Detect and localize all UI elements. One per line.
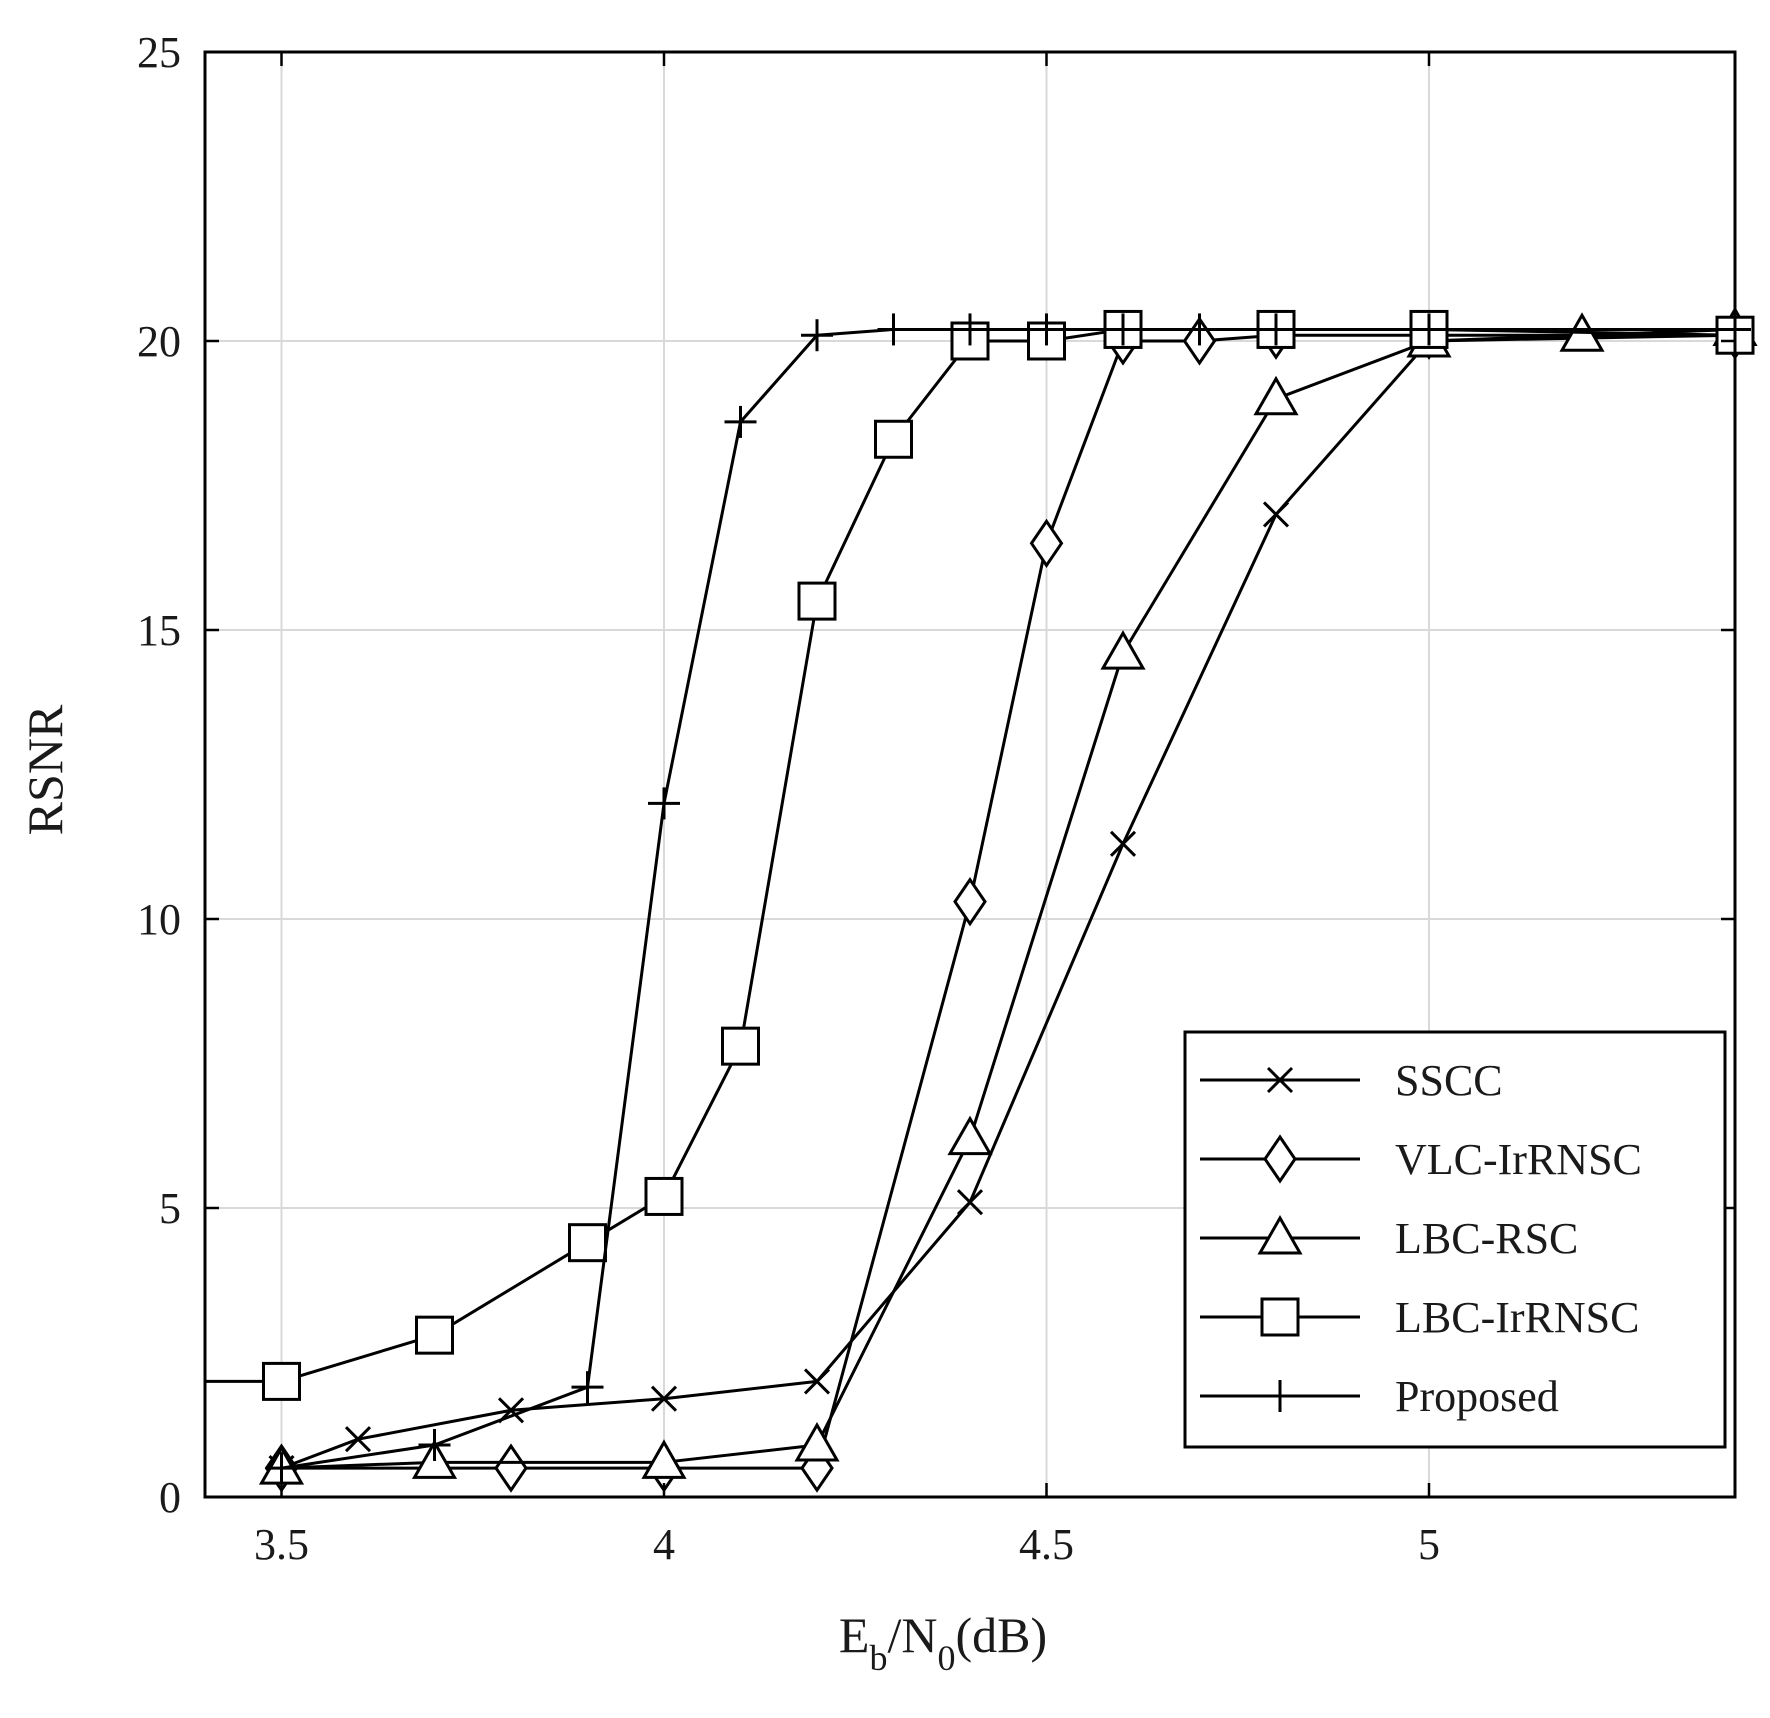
data-point-sscc xyxy=(1262,501,1290,528)
legend-marker-sscc xyxy=(1266,1066,1294,1094)
x-axis-title: Eb/N0(dB) xyxy=(839,1607,1047,1678)
legend-label-sscc: SSCC xyxy=(1395,1056,1503,1105)
data-point-sscc xyxy=(344,1426,372,1453)
legend-marker-lbc-irrnsc xyxy=(1260,1297,1300,1337)
data-point-proposed xyxy=(571,1371,604,1404)
data-point-proposed xyxy=(1183,313,1216,346)
x-marker-stroke xyxy=(344,1426,372,1453)
data-point-sscc xyxy=(650,1385,678,1412)
plot-frame xyxy=(203,50,1737,1499)
data-point-lbc-rsc xyxy=(794,1421,840,1462)
legend-items: SSCC VLC-IrRNSC LBC-RSC LBC-IrRNSC Proposed xyxy=(1200,1056,1642,1421)
data-point-lbc-irrnsc xyxy=(874,419,913,459)
legend-label-lbc-irrnsc: LBC-IrRNSC xyxy=(1395,1293,1639,1342)
series-proposed xyxy=(265,313,1751,1485)
legend-item-proposed: Proposed xyxy=(1200,1372,1559,1421)
x-tick-label: 3.5 xyxy=(254,1520,309,1569)
legend-item-vlc-irrnsc: VLC-IrRNSC xyxy=(1200,1134,1642,1184)
y-tick-label: 5 xyxy=(159,1184,181,1233)
x-tick-label: 4 xyxy=(653,1520,675,1569)
x-axis-title-tail: (dB) xyxy=(955,1607,1047,1663)
data-point-lbc-rsc xyxy=(947,1115,993,1156)
data-point-proposed xyxy=(877,313,910,346)
data-point-lbc-rsc xyxy=(1253,375,1299,416)
legend-marker-vlc-irrnsc xyxy=(1263,1134,1297,1184)
data-point-proposed xyxy=(1030,313,1063,346)
data-point-proposed xyxy=(418,1428,451,1461)
y-tick-label: 15 xyxy=(137,606,181,655)
series-line-lbc-rsc xyxy=(281,327,1736,1470)
axes-layer xyxy=(203,50,1737,1499)
x-marker-stroke xyxy=(803,1368,831,1395)
data-point-lbc-irrnsc xyxy=(568,1223,607,1263)
data-point-sscc xyxy=(803,1368,831,1395)
x-tick-label: 5 xyxy=(1418,1520,1440,1569)
x-axis-title-sub-0: 0 xyxy=(937,1638,955,1678)
data-point-lbc-rsc xyxy=(1100,630,1146,670)
x-axis-title-sub-b: b xyxy=(869,1638,887,1678)
legend-item-lbc-irrnsc: LBC-IrRNSC xyxy=(1200,1293,1639,1342)
legend-label-lbc-rsc: LBC-RSC xyxy=(1395,1214,1578,1263)
legend-marker-lbc-rsc xyxy=(1257,1214,1303,1255)
y-axis-title: RSNR xyxy=(17,704,73,835)
x-axis-title-mid: /N xyxy=(887,1607,937,1663)
data-point-proposed xyxy=(801,319,833,352)
tick-layer: 3.5 4 4.5 5 0 5 10 15 20 25 xyxy=(137,28,1440,1569)
y-tick-label: 0 xyxy=(159,1473,181,1522)
data-point-proposed xyxy=(1413,313,1445,346)
data-point-sscc xyxy=(956,1189,984,1216)
legend-marker-proposed xyxy=(1264,1380,1296,1412)
x-marker-stroke xyxy=(1262,501,1290,528)
data-point-lbc-irrnsc xyxy=(721,1026,760,1066)
x-marker-stroke xyxy=(956,1189,984,1216)
data-point-lbc-irrnsc xyxy=(797,581,837,621)
data-point-proposed xyxy=(1107,313,1139,346)
y-tick-label: 25 xyxy=(137,28,181,77)
data-point-vlc-irrnsc xyxy=(494,1443,528,1493)
data-point-proposed xyxy=(724,405,757,438)
x-tick-label: 4.5 xyxy=(1019,1520,1074,1569)
data-point-lbc-irrnsc xyxy=(644,1176,684,1216)
series-layer xyxy=(205,306,1758,1493)
data-point-sscc xyxy=(1109,830,1137,857)
x-axis-title-main: E xyxy=(839,1607,870,1663)
legend-item-lbc-rsc: LBC-RSC xyxy=(1200,1214,1578,1263)
data-point-lbc-irrnsc xyxy=(415,1315,454,1355)
legend-item-sscc: SSCC xyxy=(1200,1056,1503,1105)
y-tick-label: 20 xyxy=(137,317,181,366)
y-tick-label: 10 xyxy=(137,895,181,944)
legend-label-proposed: Proposed xyxy=(1395,1372,1559,1421)
legend-label-vlc-irrnsc: VLC-IrRNSC xyxy=(1395,1135,1642,1184)
data-point-proposed xyxy=(954,313,986,346)
data-point-proposed xyxy=(1260,313,1292,346)
data-point-vlc-irrnsc xyxy=(1029,518,1064,568)
data-point-lbc-rsc xyxy=(641,1439,687,1479)
data-point-proposed xyxy=(265,1452,298,1485)
x-marker-stroke xyxy=(1266,1066,1294,1094)
x-marker-stroke xyxy=(1109,830,1137,857)
data-point-vlc-irrnsc xyxy=(953,876,987,927)
data-point-lbc-irrnsc xyxy=(262,1361,301,1401)
data-point-proposed xyxy=(648,787,680,820)
x-marker-stroke xyxy=(650,1385,678,1412)
legend: SSCC VLC-IrRNSC LBC-RSC LBC-IrRNSC Proposed xyxy=(1183,1030,1727,1449)
